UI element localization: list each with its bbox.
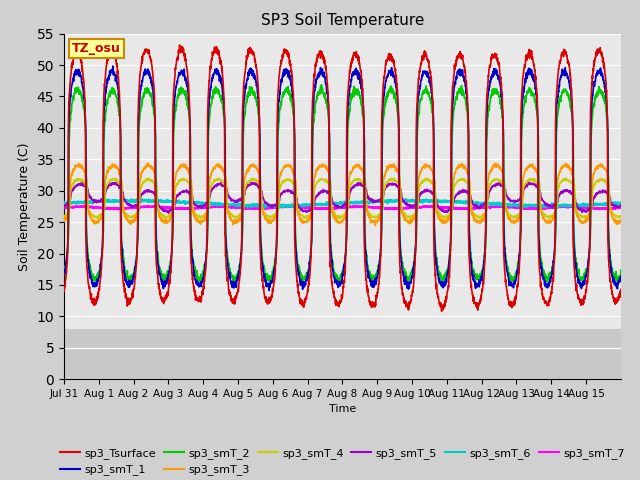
sp3_smT_6 bbox=[236, 202, 244, 208]
sp3_smT_5 bbox=[165, 210, 173, 216]
sp3_smT_7 bbox=[376, 205, 384, 211]
sp3_Tsurface bbox=[60, 288, 68, 294]
sp3_smT_4 bbox=[542, 212, 550, 218]
sp3_smT_2 bbox=[376, 251, 384, 257]
sp3_smT_6 bbox=[403, 196, 410, 202]
sp3_smT_7 bbox=[422, 203, 430, 209]
sp3_Tsurface bbox=[511, 302, 518, 308]
sp3_Tsurface bbox=[176, 42, 184, 48]
sp3_smT_7 bbox=[60, 204, 68, 210]
sp3_smT_4 bbox=[236, 211, 244, 217]
sp3_smT_5 bbox=[617, 203, 625, 209]
sp3_smT_6 bbox=[60, 199, 68, 205]
sp3_Tsurface bbox=[542, 300, 550, 305]
sp3_smT_5 bbox=[60, 203, 68, 208]
sp3_Tsurface bbox=[116, 98, 124, 104]
sp3_smT_7 bbox=[609, 206, 617, 212]
sp3_smT_7 bbox=[542, 205, 550, 211]
sp3_smT_5 bbox=[116, 183, 124, 189]
sp3_smT_2 bbox=[542, 275, 550, 280]
sp3_smT_1 bbox=[109, 63, 116, 69]
sp3_smT_1 bbox=[376, 252, 384, 258]
Line: sp3_smT_7: sp3_smT_7 bbox=[64, 206, 621, 209]
sp3_smT_3 bbox=[236, 217, 244, 223]
sp3_smT_1 bbox=[116, 108, 124, 114]
sp3_smT_4 bbox=[60, 213, 68, 218]
sp3_smT_1 bbox=[617, 273, 625, 279]
sp3_smT_4 bbox=[302, 216, 310, 222]
sp3_smT_4 bbox=[511, 213, 518, 219]
sp3_smT_4 bbox=[390, 175, 398, 181]
sp3_smT_6 bbox=[511, 202, 518, 208]
sp3_smT_4 bbox=[609, 212, 617, 217]
Legend: sp3_Tsurface, sp3_smT_1, sp3_smT_2, sp3_smT_3, sp3_smT_4, sp3_smT_5, sp3_smT_6, : sp3_Tsurface, sp3_smT_1, sp3_smT_2, sp3_… bbox=[56, 444, 629, 480]
sp3_smT_2 bbox=[511, 275, 518, 281]
sp3_smT_3 bbox=[372, 223, 380, 228]
sp3_smT_1 bbox=[265, 288, 273, 293]
sp3_smT_3 bbox=[542, 219, 550, 225]
sp3_smT_2 bbox=[116, 111, 124, 117]
sp3_Tsurface bbox=[236, 273, 244, 278]
sp3_smT_1 bbox=[236, 261, 244, 267]
Line: sp3_smT_1: sp3_smT_1 bbox=[64, 66, 621, 290]
sp3_smT_1 bbox=[60, 270, 68, 276]
sp3_smT_2 bbox=[617, 267, 625, 273]
sp3_smT_6 bbox=[542, 204, 550, 210]
Line: sp3_Tsurface: sp3_Tsurface bbox=[64, 45, 621, 311]
sp3_smT_5 bbox=[609, 202, 617, 208]
sp3_smT_6 bbox=[376, 199, 384, 205]
sp3_smT_1 bbox=[542, 281, 550, 287]
sp3_smT_7 bbox=[116, 205, 124, 211]
sp3_smT_6 bbox=[261, 205, 269, 211]
sp3_Tsurface bbox=[609, 295, 617, 301]
sp3_smT_6 bbox=[617, 200, 625, 205]
sp3_smT_7 bbox=[236, 205, 244, 211]
sp3_smT_5 bbox=[525, 179, 533, 185]
sp3_smT_1 bbox=[511, 280, 518, 286]
sp3_smT_7 bbox=[110, 206, 118, 212]
sp3_smT_2 bbox=[370, 280, 378, 286]
Title: SP3 Soil Temperature: SP3 Soil Temperature bbox=[260, 13, 424, 28]
sp3_smT_5 bbox=[236, 197, 244, 203]
sp3_smT_3 bbox=[376, 215, 384, 221]
sp3_smT_5 bbox=[510, 198, 518, 204]
sp3_Tsurface bbox=[438, 308, 445, 314]
Line: sp3_smT_4: sp3_smT_4 bbox=[64, 178, 621, 219]
Line: sp3_smT_5: sp3_smT_5 bbox=[64, 182, 621, 213]
sp3_smT_2 bbox=[317, 82, 325, 88]
Text: TZ_osu: TZ_osu bbox=[72, 42, 121, 55]
sp3_smT_3 bbox=[617, 217, 625, 223]
Line: sp3_smT_2: sp3_smT_2 bbox=[64, 85, 621, 283]
sp3_smT_4 bbox=[376, 211, 384, 217]
sp3_smT_6 bbox=[609, 201, 617, 206]
sp3_smT_3 bbox=[60, 219, 68, 225]
sp3_smT_3 bbox=[144, 160, 152, 166]
sp3_smT_3 bbox=[511, 220, 518, 226]
sp3_smT_7 bbox=[511, 204, 518, 210]
sp3_smT_1 bbox=[609, 279, 617, 285]
sp3_Tsurface bbox=[617, 287, 625, 292]
sp3_smT_2 bbox=[60, 268, 68, 274]
sp3_smT_2 bbox=[236, 263, 244, 269]
sp3_smT_7 bbox=[617, 204, 625, 210]
sp3_smT_3 bbox=[116, 169, 124, 175]
Line: sp3_smT_3: sp3_smT_3 bbox=[64, 163, 621, 226]
X-axis label: Time: Time bbox=[329, 405, 356, 414]
sp3_smT_5 bbox=[376, 198, 384, 204]
sp3_smT_5 bbox=[542, 201, 550, 207]
Bar bbox=[64, 329, 621, 379]
sp3_Tsurface bbox=[376, 266, 384, 272]
sp3_smT_4 bbox=[617, 214, 625, 219]
sp3_smT_6 bbox=[116, 198, 124, 204]
Line: sp3_smT_6: sp3_smT_6 bbox=[64, 199, 621, 208]
sp3_smT_2 bbox=[609, 270, 617, 276]
sp3_smT_4 bbox=[116, 181, 124, 187]
sp3_smT_3 bbox=[609, 216, 617, 221]
Y-axis label: Soil Temperature (C): Soil Temperature (C) bbox=[18, 142, 31, 271]
